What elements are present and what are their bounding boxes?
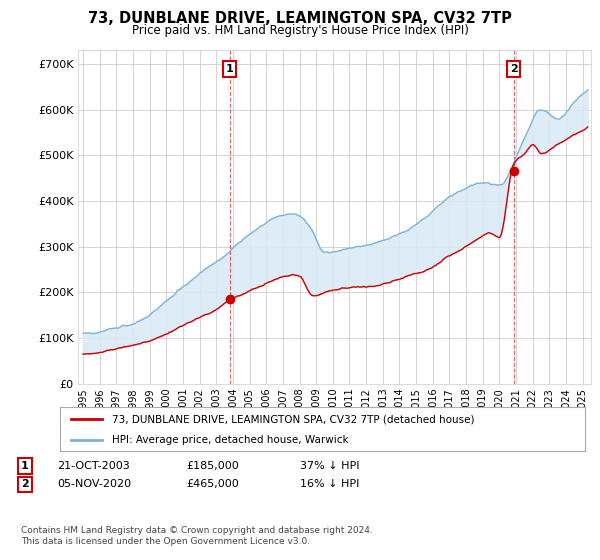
Text: 37% ↓ HPI: 37% ↓ HPI [300,461,359,471]
Text: 1: 1 [226,64,233,74]
Text: Price paid vs. HM Land Registry's House Price Index (HPI): Price paid vs. HM Land Registry's House … [131,24,469,36]
Text: £465,000: £465,000 [186,479,239,489]
Text: £185,000: £185,000 [186,461,239,471]
Text: HPI: Average price, detached house, Warwick: HPI: Average price, detached house, Warw… [113,435,349,445]
Text: 16% ↓ HPI: 16% ↓ HPI [300,479,359,489]
Text: 2: 2 [509,64,517,74]
Text: 73, DUNBLANE DRIVE, LEAMINGTON SPA, CV32 7TP: 73, DUNBLANE DRIVE, LEAMINGTON SPA, CV32… [88,11,512,26]
Text: 1: 1 [21,461,29,471]
Text: Contains HM Land Registry data © Crown copyright and database right 2024.
This d: Contains HM Land Registry data © Crown c… [21,526,373,546]
Text: 73, DUNBLANE DRIVE, LEAMINGTON SPA, CV32 7TP (detached house): 73, DUNBLANE DRIVE, LEAMINGTON SPA, CV32… [113,414,475,424]
Text: 05-NOV-2020: 05-NOV-2020 [57,479,131,489]
Text: 2: 2 [21,479,29,489]
Text: 21-OCT-2003: 21-OCT-2003 [57,461,130,471]
